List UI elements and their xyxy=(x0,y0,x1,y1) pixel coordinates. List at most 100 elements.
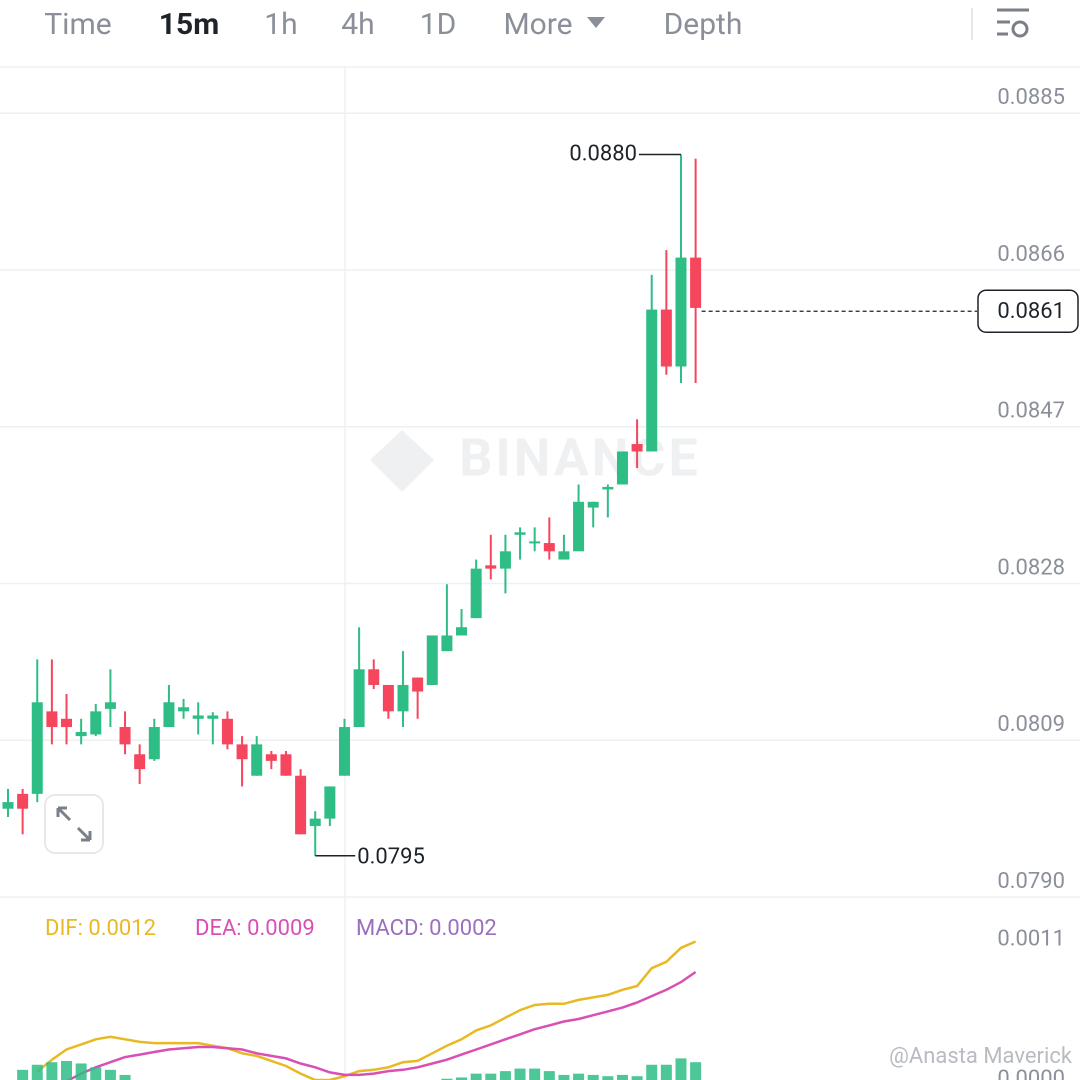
candle-body xyxy=(75,731,87,737)
candle-body xyxy=(163,702,175,728)
tab[interactable]: 1h xyxy=(264,7,297,42)
candle-body xyxy=(236,744,248,760)
candle-body xyxy=(382,684,394,712)
candle-body xyxy=(178,707,190,712)
last-price-box xyxy=(977,289,1079,333)
candle-body xyxy=(631,444,643,452)
candle-body xyxy=(251,744,263,776)
macd-bar xyxy=(470,1073,482,1080)
icon-gear xyxy=(1011,20,1029,38)
macd-bar xyxy=(441,1078,453,1080)
macd-bar xyxy=(90,1067,102,1080)
tab[interactable]: 15m xyxy=(159,7,219,42)
logo-diamond xyxy=(370,430,434,492)
macd-tick-label: 0.0000 xyxy=(997,1067,1065,1080)
candle-body xyxy=(46,711,58,728)
expand-icon xyxy=(56,806,92,842)
candle-body xyxy=(529,541,541,544)
macd-line xyxy=(66,970,697,1080)
macd-legend: DEA: 0.0009 xyxy=(195,916,315,941)
candle-body xyxy=(280,754,292,776)
candle-body xyxy=(412,677,424,692)
tab[interactable]: More xyxy=(503,7,572,42)
candle-body xyxy=(441,635,453,652)
candle-body xyxy=(353,669,365,728)
macd-bar xyxy=(573,1073,585,1080)
macd-bar xyxy=(17,1069,29,1080)
candle-body xyxy=(309,818,321,827)
macd-bar xyxy=(660,1064,672,1080)
macd-bar xyxy=(485,1073,497,1080)
candle-body xyxy=(338,727,350,776)
candle-body xyxy=(148,727,160,760)
macd-bar xyxy=(499,1071,511,1080)
macd-legend: MACD: 0.0002 xyxy=(356,916,497,941)
macd-bar xyxy=(616,1074,628,1080)
macd-bar xyxy=(587,1074,599,1080)
candle-body xyxy=(119,727,131,745)
expand-bg xyxy=(44,794,104,854)
candle-body xyxy=(485,565,497,569)
candle-body xyxy=(558,551,570,560)
candle-body xyxy=(134,754,146,770)
candle-body xyxy=(543,543,555,552)
y-tick-label: 0.0809 xyxy=(997,712,1065,737)
candle-body xyxy=(397,684,409,712)
candle-body xyxy=(221,718,233,745)
candle-body xyxy=(456,627,468,636)
y-tick-label: 0.0790 xyxy=(997,869,1065,894)
candle-body xyxy=(587,501,599,508)
candle-body xyxy=(207,715,219,719)
candle-body xyxy=(192,715,204,719)
candle-body xyxy=(90,711,102,735)
candle-body xyxy=(660,309,672,367)
tab[interactable]: Depth xyxy=(664,7,743,42)
last-price-label: 0.0861 xyxy=(997,299,1065,324)
candle-body xyxy=(426,635,438,685)
candle-body xyxy=(17,793,29,809)
watermark-logo xyxy=(370,430,434,492)
macd-bar xyxy=(602,1076,614,1080)
tab[interactable]: 1D xyxy=(420,7,457,42)
candle-body xyxy=(690,257,702,308)
macd-line xyxy=(36,940,697,1080)
macd-tick-label: 0.0011 xyxy=(997,927,1065,952)
credit-watermark: @Anasta Maverick xyxy=(889,1044,1073,1069)
y-tick-label: 0.0847 xyxy=(997,399,1065,424)
candle-body xyxy=(573,501,585,552)
high-label: 0.0880 xyxy=(569,141,637,166)
macd-bar xyxy=(31,1064,43,1080)
macd-bar xyxy=(456,1077,468,1080)
macd-bar xyxy=(46,1062,58,1080)
macd-bar xyxy=(61,1060,73,1080)
candle-body xyxy=(104,702,116,709)
candle-body xyxy=(675,257,687,367)
macd-bar xyxy=(104,1069,116,1080)
macd-bar xyxy=(631,1076,643,1080)
candle-body xyxy=(602,486,614,490)
candle-body xyxy=(368,669,380,685)
candle-body xyxy=(499,551,511,569)
candle-body xyxy=(646,309,658,452)
y-tick-label: 0.0866 xyxy=(997,242,1065,267)
candle-body xyxy=(514,532,526,535)
settings-icon[interactable] xyxy=(997,8,1029,38)
macd-bar xyxy=(119,1074,131,1080)
tab[interactable]: 4h xyxy=(341,7,374,42)
more-caret[interactable] xyxy=(587,17,605,28)
candle-body xyxy=(61,718,73,728)
y-tick-label: 0.0828 xyxy=(997,555,1065,580)
expand-button[interactable] xyxy=(44,794,104,854)
macd-bar xyxy=(543,1071,555,1080)
macd-bar xyxy=(514,1068,526,1080)
watermark: BINANCE xyxy=(459,428,700,489)
y-tick-label: 0.0885 xyxy=(997,85,1065,110)
macd-bar xyxy=(675,1058,687,1080)
macd-bar xyxy=(75,1063,87,1080)
tab[interactable]: Time xyxy=(44,7,111,42)
low-label: 0.0795 xyxy=(357,845,425,870)
candle-body xyxy=(616,451,628,485)
candle-body xyxy=(324,786,336,819)
macd-legend: DIF: 0.0012 xyxy=(45,916,156,941)
